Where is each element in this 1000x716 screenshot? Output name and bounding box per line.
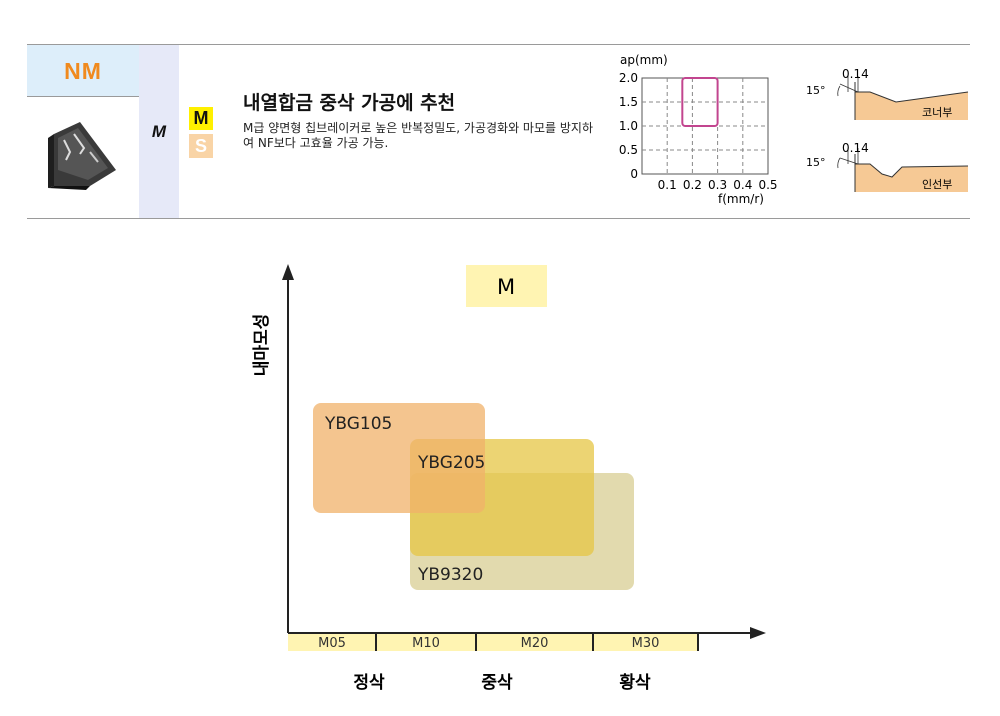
- x-category-label: M30: [632, 636, 660, 651]
- x-group-label: 황삭: [619, 673, 651, 693]
- ap-chart-ylabel: ap(mm): [620, 53, 668, 67]
- chart-title: M: [497, 275, 515, 299]
- ap-ytick-label: 1.5: [619, 95, 638, 109]
- iso-group-column: M: [139, 45, 179, 218]
- x-group-label: 중삭: [481, 673, 513, 693]
- ap-xtick-label: 0.2: [683, 178, 702, 192]
- x-category-label: M05: [318, 636, 346, 651]
- y-axis-label: 내마모성: [252, 314, 272, 377]
- code-separator: [27, 96, 139, 97]
- corner-label: 코너부: [922, 106, 952, 119]
- info-title: 내열합금 중삭 가공에 추천: [243, 92, 456, 114]
- y-axis-arrow: [282, 264, 294, 280]
- x-axis-band: [288, 633, 698, 651]
- edge-profiles: 15° 0.14 코너부 15° 0.14 인선부: [806, 67, 969, 192]
- tag-m-badge: M: [189, 107, 213, 130]
- chipbreaker-code: NM: [64, 57, 102, 84]
- tag-s-badge: S: [189, 134, 213, 158]
- ap-chart-xlabel: f(mm/r): [718, 192, 764, 206]
- ap-xtick-label: 0.3: [708, 178, 727, 192]
- corner-land: 0.14: [842, 67, 869, 81]
- grade-region-ybg105: [313, 403, 485, 513]
- iso-group-label: M: [151, 121, 167, 141]
- ap-f-chart: ap(mm) 2.0 1.5 1.0 0.5 0 0.1 0.2 0.3 0.4 0.5 f(m…: [619, 53, 778, 206]
- corner-angle: 15°: [806, 84, 826, 97]
- corner-profile: 15° 0.14 코너부: [806, 67, 969, 120]
- ap-xtick-label: 0.1: [658, 178, 677, 192]
- ap-ytick-label: 0: [630, 167, 638, 181]
- grade-label-ybg105: YBG105: [324, 414, 392, 434]
- band-top-rule: [27, 44, 970, 45]
- band-bottom-rule: [27, 218, 970, 219]
- insert-image: [48, 122, 116, 190]
- info-description: M급 양면형 칩브레이커로 높은 반복정밀도, 가공경화와 마모를 방지하여 N…: [243, 121, 593, 150]
- grade-label-yb9320: YB9320: [417, 565, 483, 585]
- x-axis-arrow: [750, 627, 766, 639]
- edge-angle: 15°: [806, 156, 826, 169]
- edge-land: 0.14: [842, 141, 869, 155]
- ap-ytick-label: 1.0: [619, 119, 638, 133]
- ap-xtick-label: 0.4: [733, 178, 752, 192]
- edge-profile: 15° 0.14 인선부: [806, 141, 969, 192]
- ap-ytick-label: 0.5: [619, 143, 638, 157]
- chipbreaker-code-cell: NM: [27, 45, 139, 97]
- edge-label: 인선부: [922, 178, 952, 191]
- x-category-label: M20: [521, 636, 549, 651]
- chart-title-box: [466, 265, 547, 307]
- x-group-label: 정삭: [353, 673, 385, 693]
- ap-xtick-label: 0.5: [758, 178, 777, 192]
- x-category-label: M10: [412, 636, 440, 651]
- ap-ytick-label: 2.0: [619, 71, 638, 85]
- ap-recommended-region: [681, 77, 719, 127]
- grade-label-ybg205: YBG205: [417, 453, 485, 473]
